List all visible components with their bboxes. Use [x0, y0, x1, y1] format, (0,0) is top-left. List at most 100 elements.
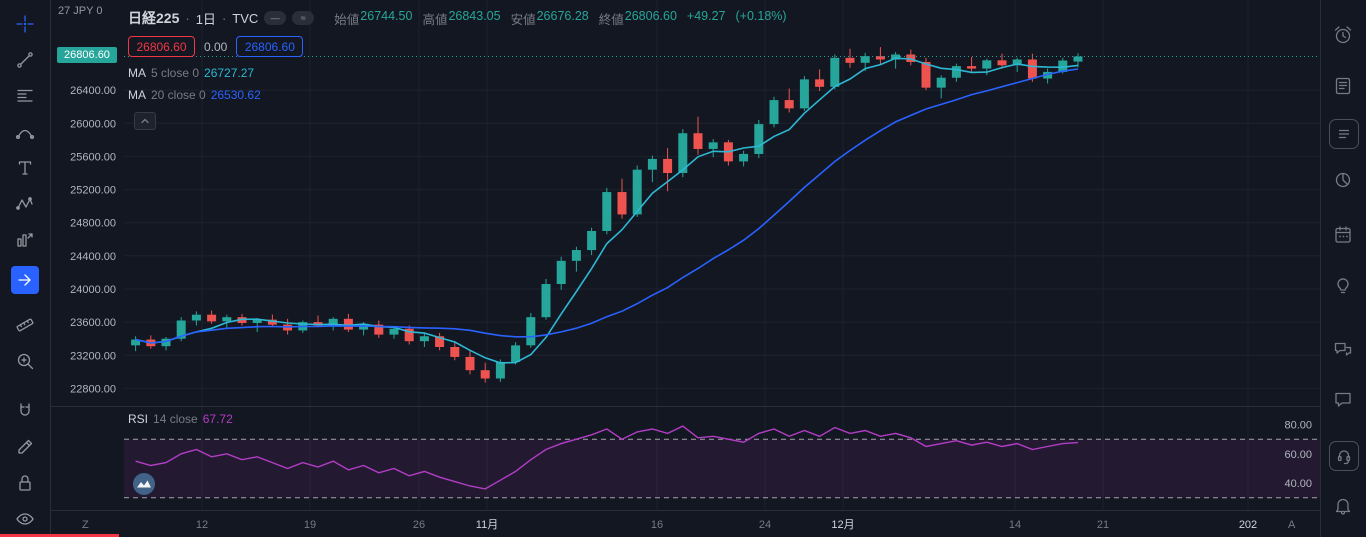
pie-chart-icon — [1335, 172, 1351, 188]
candle-body — [784, 100, 794, 109]
exchange-label: TVC — [232, 10, 259, 26]
interval-label[interactable]: 1日 — [195, 11, 216, 27]
news-icon — [1335, 77, 1351, 95]
ideas-button[interactable] — [1330, 272, 1356, 298]
buy-price-button[interactable]: 26806.60 — [236, 36, 304, 57]
auto-scale-letter: A — [1288, 519, 1296, 531]
candle-body — [708, 142, 718, 149]
rsi-legend[interactable]: RSI 14 close 67.72 — [128, 412, 233, 426]
symbol-name[interactable]: 日経225 — [128, 10, 180, 26]
support-button[interactable] — [1329, 441, 1359, 471]
chart-canvas[interactable]: 26400.00 26000.00 25600.00 25200.00 24800.00… — [50, 0, 1321, 537]
measure-tool[interactable] — [11, 311, 39, 339]
crosshair-tool[interactable] — [11, 10, 39, 38]
arrow-tool-active[interactable] — [11, 266, 39, 294]
price-axis-label: 23200.00 — [70, 350, 116, 362]
headset-icon — [1337, 450, 1351, 465]
ma20-value: 26530.62 — [210, 88, 261, 102]
rsi-name: RSI — [128, 412, 149, 426]
news-button[interactable] — [1330, 73, 1356, 99]
candle-body — [860, 56, 870, 63]
candle-body — [693, 133, 703, 149]
tradingview-logo-icon[interactable] — [132, 472, 156, 496]
pattern-tool[interactable] — [11, 190, 39, 218]
timezone-letter: Z — [82, 519, 89, 531]
chevron-up-icon — [141, 118, 149, 124]
text-icon — [18, 161, 32, 175]
candle-body — [921, 61, 931, 88]
price-axis-label: 24800.00 — [70, 218, 116, 230]
ohlc-readout: 始値 26744.50 高値 26843.05 安値 26676.28 終値 26806… — [334, 9, 786, 28]
forecast-tool[interactable] — [11, 226, 39, 254]
watchlist-button[interactable] — [1329, 119, 1359, 149]
fib-retracement-tool[interactable] — [11, 82, 39, 110]
rsi-axis-label: 80.00 — [1284, 420, 1312, 432]
candle-body — [739, 153, 749, 162]
candle-body — [359, 324, 369, 330]
ruler-icon — [16, 318, 34, 332]
candle-body — [267, 319, 277, 325]
price-axis-label: 24000.00 — [70, 284, 116, 296]
candle-body — [541, 284, 551, 318]
open-value: 26744.50 — [360, 8, 413, 23]
candle-body — [587, 231, 597, 251]
hide-drawings-tool[interactable] — [11, 505, 39, 533]
trendline-tool[interactable] — [11, 46, 39, 74]
legend-dash-pill[interactable]: — — [264, 11, 287, 25]
separator-dot: · — [221, 10, 227, 26]
calendar-button[interactable] — [1330, 222, 1356, 248]
bell-icon — [1335, 498, 1351, 515]
rsi-params: 14 close — [153, 412, 198, 426]
ma5-legend[interactable]: MA 5 close 0 26727.27 — [128, 66, 254, 80]
candle-body — [328, 318, 338, 326]
text-tool[interactable] — [11, 154, 39, 182]
curve-icon — [15, 129, 35, 140]
legend-wave-pill[interactable]: ≈ — [292, 11, 315, 25]
candle-body — [1012, 59, 1022, 66]
notifications-button[interactable] — [1330, 492, 1356, 518]
chat-button[interactable] — [1330, 337, 1356, 363]
ma5-name: MA — [128, 66, 146, 80]
lock-drawings-tool[interactable] — [11, 469, 39, 497]
candle-body — [982, 60, 992, 69]
price-axis-label: 24400.00 — [70, 251, 116, 263]
curve-tool[interactable] — [11, 118, 39, 146]
ma20-line — [135, 68, 1079, 344]
alarm-clock-icon — [1334, 26, 1352, 44]
candle-body — [419, 336, 429, 342]
ma20-legend[interactable]: MA 20 close 0 26530.62 — [128, 88, 261, 102]
price-axis-label: 22800.00 — [70, 383, 116, 395]
candle-body — [951, 66, 961, 78]
comments-button[interactable] — [1330, 387, 1356, 413]
rsi-line — [135, 425, 1079, 490]
candle-body — [678, 133, 688, 173]
zoom-tool[interactable] — [11, 347, 39, 375]
time-axis-label: 12月 — [831, 519, 854, 531]
candle-body — [465, 356, 475, 371]
chart-area[interactable]: 26400.00 26000.00 25600.00 25200.00 24800.00… — [50, 0, 1321, 537]
price-axis-label: 26400.00 — [70, 85, 116, 97]
hotlist-button[interactable] — [1330, 167, 1356, 193]
time-axis-label: 16 — [651, 519, 663, 531]
magnet-tool[interactable] — [11, 397, 39, 425]
draw-tool[interactable] — [11, 433, 39, 461]
change-percent: (+0.18%) — [735, 8, 787, 23]
rsi-axis-label: 40.00 — [1284, 478, 1312, 490]
symbol-prefix-label: 27 JPY 0 — [58, 5, 103, 17]
comment-bubble-icon — [1335, 392, 1351, 407]
alerts-button[interactable] — [1330, 22, 1356, 48]
candle-body — [602, 192, 612, 231]
collapse-indicators-button[interactable] — [134, 112, 156, 130]
ma20-params: 20 close 0 — [151, 88, 206, 102]
magnifier-icon — [17, 353, 34, 370]
candle-body — [556, 260, 566, 285]
candle-body — [845, 57, 855, 63]
right-sidebar — [1320, 0, 1366, 537]
fib-retracement-icon — [17, 89, 33, 102]
watchlist-icon — [1338, 129, 1350, 139]
ma5-params: 5 close 0 — [151, 66, 200, 80]
candle-body — [1027, 59, 1037, 79]
candle-body — [511, 345, 521, 362]
sell-price-button[interactable]: 26806.60 — [128, 36, 195, 57]
